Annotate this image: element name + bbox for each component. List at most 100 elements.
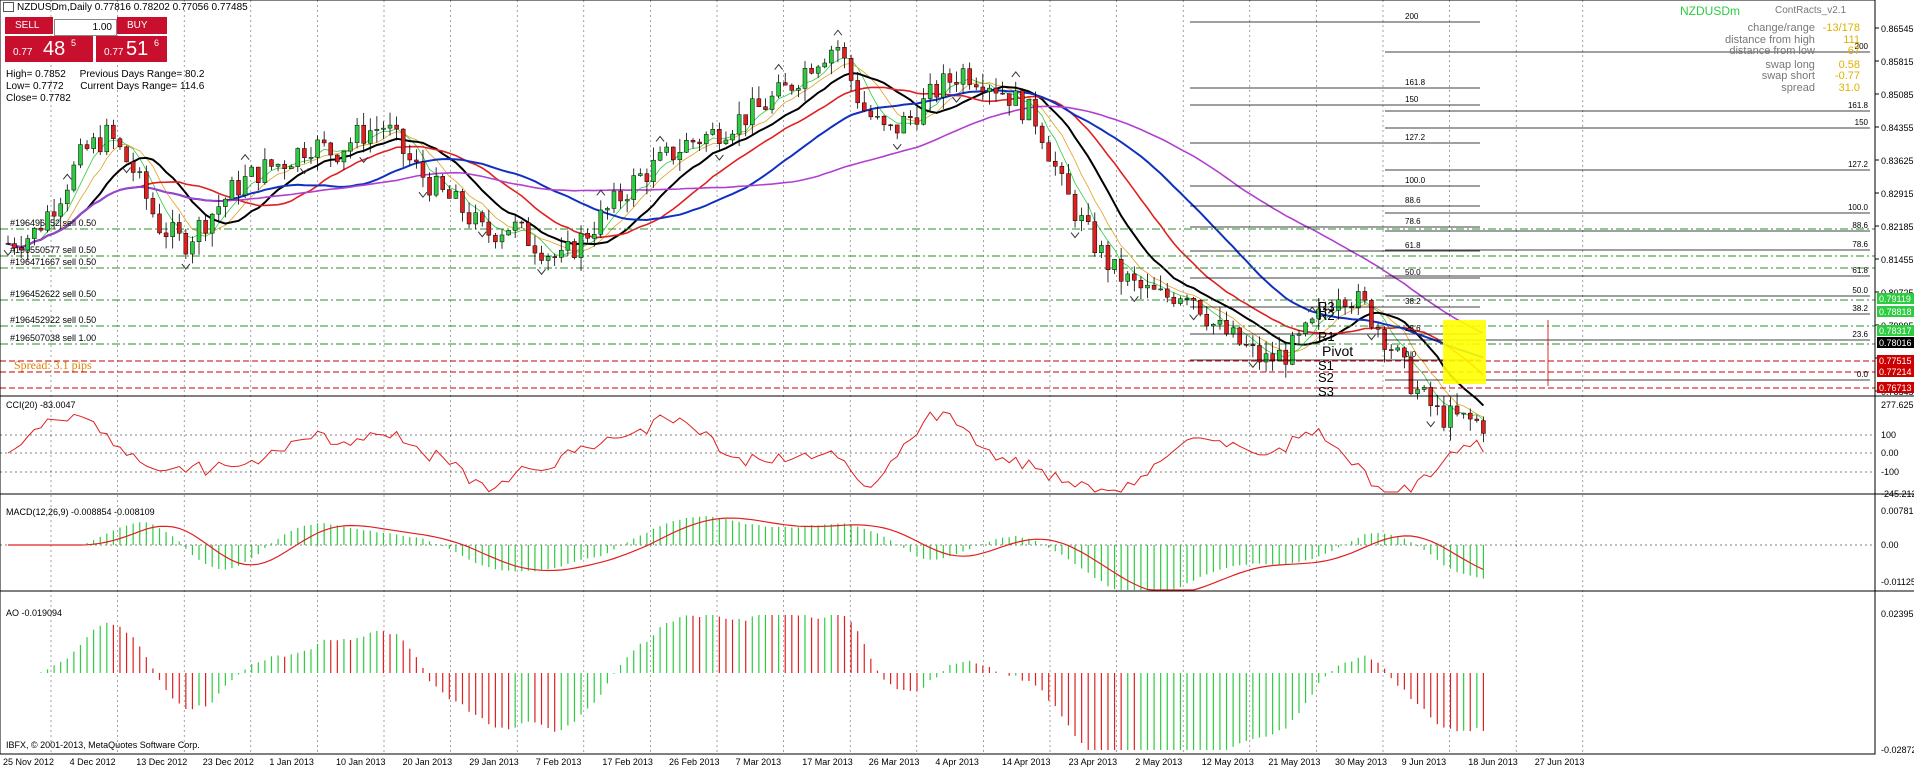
candle-body: [223, 198, 228, 207]
candle-body: [282, 163, 287, 169]
candle-body: [947, 73, 953, 83]
fractal-marker: [122, 167, 131, 174]
candle-body: [921, 98, 926, 125]
candle-body: [578, 232, 584, 258]
candle-body: [288, 166, 294, 169]
pivot-label: S1: [1318, 358, 1334, 373]
indicator-label: CCI(20) -83.0047: [6, 400, 76, 410]
candle-body: [1224, 319, 1229, 335]
date-tick-label: 20 Jan 2013: [403, 757, 453, 767]
buy-price-box[interactable]: 0.77 51 6: [96, 36, 167, 62]
candle-body: [229, 180, 235, 200]
sell-button[interactable]: SELL: [5, 17, 53, 34]
chart-annotations: 200 161.8 150 127.2 100.0 88.6 78.6 61.8 50.0 38.…: [1190, 12, 1870, 399]
candle-body: [427, 177, 432, 196]
candle-body: [1309, 318, 1315, 324]
fib-left-label: 150: [1405, 95, 1419, 104]
cci-axis-label: 277.625: [1881, 400, 1914, 410]
candle-body: [868, 110, 874, 118]
fractal-marker: [1367, 334, 1376, 341]
candle-body: [993, 87, 999, 94]
candle-body: [697, 141, 702, 145]
date-tick-label: 23 Apr 2013: [1069, 757, 1118, 767]
candle-body: [249, 166, 254, 177]
date-tick-label: 10 Jan 2013: [336, 757, 386, 767]
cci-axis-label: -245.2123: [1881, 489, 1914, 499]
fib-right-label: 23.6: [1852, 330, 1868, 339]
price-tag: [1877, 306, 1914, 317]
candle-body: [157, 213, 162, 234]
candle-body: [829, 49, 834, 64]
fractal-marker: [774, 63, 784, 70]
candle-body: [967, 68, 972, 85]
candle-body: [1435, 405, 1440, 407]
candle-body: [690, 140, 696, 143]
price-tag: [1877, 325, 1914, 336]
date-tick-label: 17 Feb 2013: [602, 757, 653, 767]
fib-left-label: 0.0: [1405, 350, 1417, 359]
candle-body: [1112, 258, 1117, 271]
fractal-marker: [1248, 361, 1258, 369]
candle-body: [506, 230, 511, 236]
candle-body: [1283, 349, 1289, 365]
candle-body: [440, 176, 445, 190]
date-tick-label: 18 Jun 2013: [1468, 757, 1518, 767]
candle-body: [394, 124, 399, 130]
order-label: #196507038 sell 1.00: [10, 333, 96, 343]
candle-body: [453, 191, 459, 199]
pivot-label: S2: [1318, 370, 1334, 385]
sell-price-box[interactable]: 0.77 48 5: [5, 36, 93, 62]
candle-body: [519, 221, 525, 224]
fractal-marker: [1070, 232, 1080, 239]
candle-body: [1092, 221, 1098, 253]
fib-right-label: 78.6: [1852, 240, 1868, 249]
candle-body: [954, 82, 959, 85]
lot-size-input[interactable]: [54, 19, 117, 36]
candle-body: [605, 208, 610, 211]
price-tag-label: 0.78818: [1879, 307, 1912, 317]
candle-body: [908, 116, 913, 118]
candle-body: [1039, 125, 1045, 143]
candle-body: [486, 221, 492, 236]
date-tick-label: 2 May 2013: [1135, 757, 1182, 767]
fib-right-label: 38.2: [1852, 304, 1868, 313]
title-text: NZDUSDm,Daily 0.77816 0.78202 0.77056 0.…: [17, 2, 248, 13]
candle-body: [710, 128, 716, 135]
candle-body: [1145, 284, 1150, 289]
buy-button[interactable]: BUY: [117, 17, 167, 34]
symbol-label: NZDUSDm: [1680, 4, 1740, 18]
candle-body: [150, 198, 156, 215]
stats-panel: change/range -13/178 distance from high …: [1650, 22, 1860, 94]
candle-body: [1250, 344, 1256, 347]
price-tag: [1877, 366, 1914, 377]
candle-body: [104, 124, 110, 153]
candle-body: [1257, 345, 1262, 363]
candle-body: [335, 154, 340, 163]
candle-body: [12, 243, 17, 249]
sell-price-sup: 5: [71, 38, 77, 48]
indicator-label: AO -0.019094: [6, 608, 62, 618]
candle-body: [1362, 291, 1368, 301]
candle-body: [1006, 93, 1012, 106]
fib-right-label: 50.0: [1852, 286, 1868, 295]
fib-right-label: 127.2: [1848, 160, 1869, 169]
candle-body: [914, 117, 920, 125]
fractal-marker: [655, 135, 665, 142]
candle-body: [1342, 299, 1348, 307]
candle-body: [374, 129, 380, 131]
fractal-marker: [596, 189, 606, 196]
candle-body: [1388, 349, 1394, 351]
date-tick-label: 12 May 2013: [1202, 757, 1254, 767]
price-tick-label: 0.82915: [1881, 189, 1914, 199]
candle-body: [572, 241, 577, 258]
fractal-marker: [3, 249, 13, 256]
pivot-label: R2: [1318, 308, 1335, 323]
candle-body: [328, 142, 333, 156]
candle-body: [1356, 291, 1361, 309]
candle-body: [1415, 389, 1420, 394]
candle-body: [677, 151, 683, 161]
candle-body: [1099, 245, 1104, 253]
buy-price-big: 51: [126, 38, 149, 60]
